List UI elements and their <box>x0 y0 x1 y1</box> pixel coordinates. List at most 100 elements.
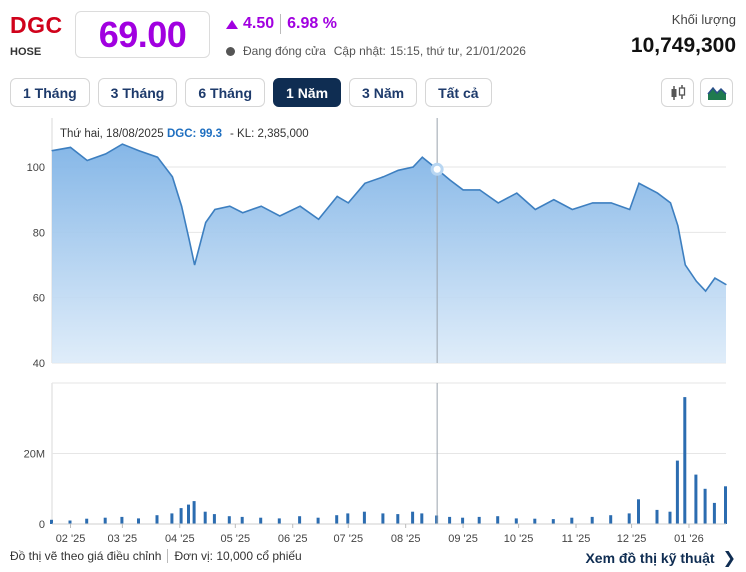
volume-bar <box>85 518 89 524</box>
volume-bar <box>316 517 320 524</box>
change-percent: 6.98 % <box>287 15 337 32</box>
tooltip-volume: - KL: 2,385,000 <box>230 128 309 140</box>
volume-bar <box>179 508 183 524</box>
volume-bar <box>712 502 716 524</box>
volume-bar <box>637 499 640 524</box>
x-tick-label: 05 '25 <box>220 533 250 545</box>
volume-bar <box>346 513 350 524</box>
volume-bar <box>277 518 281 524</box>
up-arrow-icon <box>226 19 238 29</box>
tooltip-symbol-value: DGC: 99.3 <box>167 128 222 140</box>
price-box: 69.00 <box>75 11 210 58</box>
volume-bar <box>187 504 190 524</box>
candlestick-button[interactable] <box>661 78 694 107</box>
volume-tick-label: 0 <box>39 519 45 531</box>
price-area-fill <box>52 144 726 363</box>
technical-chart-link[interactable]: Xem đồ thị kỹ thuật ❯ <box>585 548 736 568</box>
tab-all[interactable]: Tất cả <box>425 78 492 107</box>
unit-note: Đơn vị: 10,000 cổ phiếu <box>174 549 302 563</box>
footer-notes: Đồ thị vẽ theo giá điều chỉnh Đơn vị: 10… <box>10 549 302 563</box>
volume-bar <box>724 486 727 524</box>
volume-bar <box>259 517 263 524</box>
volume-bar <box>627 513 631 524</box>
candlestick-icon <box>671 84 685 100</box>
volume-bar <box>496 516 500 524</box>
area-chart-icon <box>706 86 727 100</box>
volume-bar <box>103 517 107 524</box>
volume-bar <box>192 501 196 524</box>
volume-bar <box>551 519 555 524</box>
x-tick-label: 06 '25 <box>278 533 308 545</box>
x-tick-label: 10 '25 <box>504 533 534 545</box>
volume-bar <box>68 520 72 524</box>
change-divider <box>280 14 282 34</box>
volume-bar <box>137 518 140 524</box>
technical-chart-link-label: Xem đồ thị kỹ thuật <box>585 550 715 566</box>
x-tick-label: 03 '25 <box>108 533 138 545</box>
volume-bar <box>533 518 537 524</box>
x-tick-label: 11 '25 <box>562 533 591 545</box>
volume-bar <box>203 511 207 524</box>
volume-value: 10,749,300 <box>630 34 736 57</box>
tab-3-years[interactable]: 3 Năm <box>349 78 418 107</box>
tab-1-month[interactable]: 1 Tháng <box>10 78 90 107</box>
price-tick-label: 80 <box>33 227 45 239</box>
current-price: 69.00 <box>98 13 187 55</box>
exchange-label: HOSE <box>10 46 42 58</box>
range-tabs: 1 Tháng 3 Tháng 6 Tháng 1 Năm 3 Năm Tất … <box>10 78 492 107</box>
volume-bar <box>461 517 465 524</box>
volume-bar <box>703 488 707 525</box>
price-y-axis: 40 60 80 100 <box>27 162 45 370</box>
volume-tick-label: 20M <box>24 449 45 461</box>
volume-bar <box>477 516 481 524</box>
volume-y-axis: 0 20M <box>24 449 45 532</box>
volume-bar <box>683 397 687 524</box>
volume-gridlines <box>51 382 726 525</box>
volume-bar <box>212 514 216 524</box>
volume-bar <box>227 516 231 524</box>
volume-bar <box>435 515 439 524</box>
volume-bar <box>590 516 594 524</box>
market-status: Đang đóng cửa Cập nhật: 15:15, thứ tư, 2… <box>226 44 526 58</box>
price-tick-label: 60 <box>33 293 45 305</box>
volume-bars <box>50 397 727 525</box>
volume-bar <box>514 518 518 524</box>
x-tick-label: 12 '25 <box>617 533 647 545</box>
updated-label: Cập nhật: <box>333 44 386 58</box>
volume-bar <box>298 516 302 524</box>
price-change: 4.50 6.98 % <box>226 14 337 34</box>
x-axis: 02 '25 03 '25 04 '25 05 '25 06 '25 07 '25 08 '… <box>52 523 726 545</box>
status-dot-icon <box>226 46 235 56</box>
tab-1-year[interactable]: 1 Năm <box>273 78 342 107</box>
volume-label: Khối lượng <box>671 12 736 27</box>
change-value: 4.50 <box>243 15 275 32</box>
volume-bar <box>396 514 400 524</box>
chart-type-buttons <box>661 78 733 107</box>
volume-bar <box>420 513 424 524</box>
volume-bar <box>655 509 659 524</box>
x-tick-label: 08 '25 <box>391 533 421 545</box>
x-tick-label: 01 '26 <box>674 533 704 545</box>
x-tick-label: 02 '25 <box>56 533 86 545</box>
area-chart-button[interactable] <box>700 78 733 107</box>
updated-value: 15:15, thứ tư, 21/01/2026 <box>389 44 526 58</box>
x-tick-label: 07 '25 <box>333 533 363 545</box>
tooltip-date: Thứ hai, 18/08/2025 <box>60 128 164 140</box>
tab-3-months[interactable]: 3 Tháng <box>97 78 178 107</box>
volume-bar <box>381 513 385 524</box>
volume-bar <box>155 515 159 524</box>
status-text: Đang đóng cửa <box>243 44 326 58</box>
price-tick-label: 100 <box>27 162 45 174</box>
volume-bar <box>335 515 339 524</box>
volume-bar <box>675 460 679 524</box>
volume-bar <box>448 516 452 524</box>
volume-bar <box>362 511 366 524</box>
chevron-right-icon: ❯ <box>722 550 736 567</box>
volume-bar <box>170 513 174 524</box>
tab-6-months[interactable]: 6 Tháng <box>185 78 266 107</box>
volume-bar <box>120 516 124 524</box>
volume-bar <box>411 511 415 524</box>
volume-bar <box>609 515 613 524</box>
x-tick-label: 09 '25 <box>448 533 478 545</box>
